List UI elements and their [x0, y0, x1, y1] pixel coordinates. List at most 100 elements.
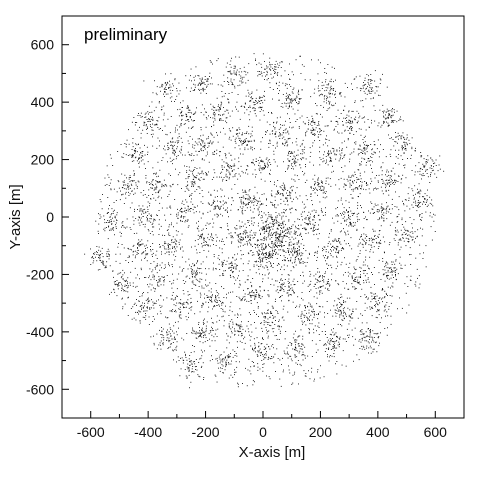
scatter-point [321, 185, 323, 187]
scatter-point [330, 85, 332, 87]
scatter-point [321, 85, 323, 87]
scatter-point [366, 184, 367, 186]
scatter-point [387, 269, 389, 271]
scatter-point [154, 267, 156, 268]
scatter-point [141, 213, 142, 215]
scatter-point [156, 181, 158, 183]
scatter-point [258, 168, 260, 170]
scatter-point [241, 326, 243, 328]
scatter-point [148, 297, 149, 299]
scatter-point [291, 227, 293, 229]
scatter-point [411, 188, 413, 190]
scatter-point [102, 256, 104, 258]
scatter-point [335, 90, 336, 92]
scatter-point [385, 304, 387, 306]
scatter-point [285, 132, 287, 134]
scatter-point [335, 315, 337, 317]
scatter-point [322, 285, 324, 287]
scatter-point [291, 360, 293, 362]
scatter-point [291, 190, 293, 192]
scatter-point [167, 329, 168, 331]
scatter-point [394, 206, 396, 207]
scatter-point [139, 296, 141, 297]
scatter-point [211, 83, 213, 85]
scatter-point [279, 245, 280, 247]
scatter-point [391, 120, 393, 122]
scatter-point [318, 124, 320, 126]
scatter-point [239, 227, 241, 229]
scatter-point [369, 345, 371, 347]
scatter-point [291, 248, 293, 250]
scatter-point [319, 290, 320, 292]
scatter-point [145, 211, 147, 213]
scatter-point [338, 341, 340, 343]
scatter-point [230, 301, 232, 303]
scatter-point [294, 243, 296, 245]
scatter-point [249, 234, 251, 236]
scatter-point [264, 167, 266, 168]
scatter-point [295, 347, 297, 349]
scatter-point [149, 283, 151, 285]
scatter-point [414, 171, 416, 173]
scatter-point [266, 267, 268, 268]
scatter-point [260, 354, 261, 356]
scatter-point [371, 203, 373, 204]
scatter-point [255, 100, 257, 102]
scatter-point [220, 151, 221, 153]
scatter-point [236, 258, 237, 260]
scatter-point [365, 297, 367, 298]
scatter-point [204, 350, 205, 352]
scatter-point [199, 78, 201, 80]
scatter-point [106, 222, 107, 223]
scatter-point [230, 270, 232, 271]
scatter-point [308, 218, 309, 220]
scatter-point [411, 239, 413, 241]
scatter-point [410, 236, 412, 238]
scatter-point [279, 239, 281, 241]
scatter-point [122, 225, 123, 226]
scatter-point [262, 161, 264, 163]
scatter-point [112, 270, 113, 272]
scatter-point [355, 143, 357, 145]
scatter-point [151, 127, 153, 128]
scatter-point [390, 115, 392, 117]
scatter-point [139, 320, 141, 322]
scatter-point [255, 97, 257, 99]
scatter-point [191, 271, 192, 273]
scatter-point [231, 197, 233, 198]
scatter-point [353, 151, 355, 153]
scatter-point [265, 134, 266, 135]
scatter-point [176, 146, 178, 148]
scatter-point [203, 331, 205, 333]
scatter-point [240, 240, 242, 242]
scatter-point [241, 78, 243, 80]
scatter-point [352, 213, 354, 214]
scatter-point [394, 240, 396, 241]
scatter-point [190, 297, 192, 299]
scatter-point [309, 316, 310, 318]
scatter-point [157, 215, 158, 216]
scatter-point [231, 265, 232, 267]
scatter-point [291, 201, 293, 203]
scatter-point [323, 106, 324, 108]
scatter-point [226, 162, 228, 164]
scatter-point [433, 220, 435, 222]
scatter-point [398, 213, 400, 215]
scatter-point [264, 99, 266, 101]
scatter-point [298, 224, 299, 226]
scatter-point [286, 235, 288, 237]
scatter-point [251, 135, 253, 137]
scatter-point [159, 280, 161, 282]
scatter-point [407, 193, 409, 195]
scatter-point [172, 342, 174, 343]
scatter-point [431, 199, 433, 201]
scatter-point [381, 170, 383, 172]
scatter-point [207, 202, 209, 204]
scatter-point [98, 257, 100, 259]
scatter-point [141, 253, 143, 255]
scatter-point [408, 234, 410, 236]
scatter-point [378, 233, 380, 235]
scatter-point [186, 359, 188, 361]
scatter-point [134, 192, 136, 194]
scatter-point [308, 319, 310, 321]
